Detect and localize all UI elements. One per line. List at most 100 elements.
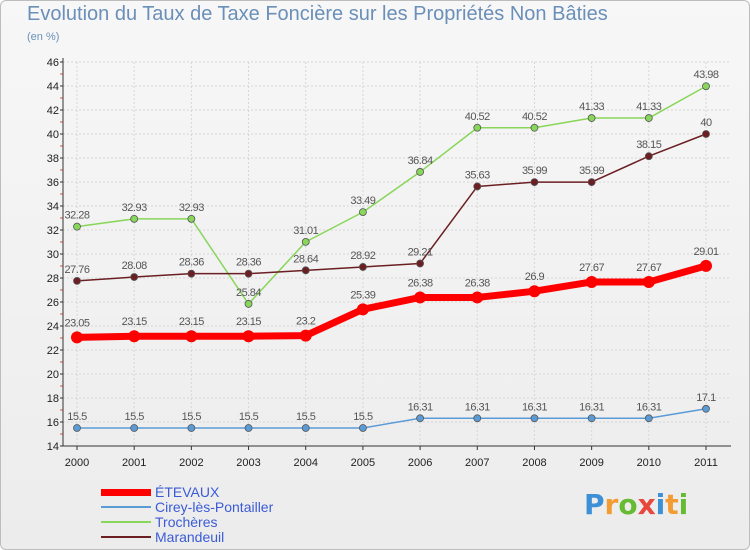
data-point	[187, 424, 196, 432]
data-label: 28.92	[350, 250, 375, 262]
data-label: 27.76	[64, 264, 89, 276]
chart-title: Evolution du Taux de Taxe Foncière sur l…	[27, 3, 608, 25]
data-point	[473, 123, 482, 132]
legend-item: Cirey-lès-Pontailler	[101, 500, 351, 515]
legend-item: ÉTEVAUX	[101, 485, 351, 500]
legend-swatch	[101, 489, 151, 496]
data-point	[644, 114, 653, 122]
data-label: 25.39	[350, 289, 375, 301]
data-point	[644, 414, 653, 423]
x-tick-label: 2007	[465, 457, 489, 469]
data-point	[416, 414, 424, 423]
legend-label: Trochères	[155, 514, 218, 530]
data-point	[301, 237, 310, 246]
data-label: 15.5	[182, 411, 202, 423]
data-point	[473, 182, 482, 191]
data-point	[73, 424, 81, 432]
x-tick-label: 2005	[351, 457, 375, 469]
x-tick-label: 2000	[65, 457, 89, 469]
x-axis-ticks: 2000 2001 2002 2003 2004 2005 2006 2007 2008 2009…	[65, 457, 718, 469]
series-line	[76, 262, 707, 341]
x-tick-label: 2011	[694, 457, 718, 469]
data-label: 28.36	[236, 257, 261, 269]
data-point	[702, 82, 710, 91]
data-label: 28.36	[179, 257, 204, 269]
data-point	[130, 273, 139, 281]
y-tick-label: 40	[47, 129, 59, 141]
data-point	[587, 114, 596, 122]
series-2	[73, 82, 710, 308]
y-tick-label: 36	[47, 177, 59, 189]
data-label: 36.84	[408, 155, 433, 167]
data-label: 32.28	[64, 210, 89, 222]
data-label: 28.64	[293, 253, 318, 265]
data-point	[244, 300, 253, 308]
data-point	[473, 414, 482, 423]
data-point	[130, 214, 139, 223]
data-label: 35.99	[522, 165, 547, 177]
data-label: 23.15	[236, 316, 261, 328]
series-3	[73, 130, 710, 285]
brand-logo: Proxiti	[584, 488, 688, 521]
x-tick-label: 2004	[293, 457, 317, 469]
data-point	[416, 259, 424, 268]
data-point	[530, 178, 539, 187]
data-point	[185, 330, 198, 343]
x-tick-label: 2010	[637, 457, 661, 469]
data-point	[356, 303, 369, 316]
x-tick-label: 2008	[522, 457, 546, 469]
data-point	[587, 414, 596, 423]
data-point	[242, 330, 255, 343]
y-axis-ticks: 14 16 18 20 22 24 26 28 30 32 34 36 38 40 42 44 46	[47, 57, 59, 453]
data-label: 23.15	[179, 316, 204, 328]
y-tick-label: 16	[47, 417, 59, 429]
legend-label: Cirey-lès-Pontailler	[155, 499, 274, 515]
data-point	[128, 330, 141, 343]
brand-letter: r	[604, 488, 619, 521]
data-label: 26.38	[465, 277, 490, 289]
data-point	[416, 168, 424, 176]
data-label: 32.93	[122, 202, 147, 214]
data-label: 15.5	[67, 411, 87, 423]
data-label: 40.52	[465, 111, 490, 123]
y-tick-label: 28	[47, 273, 59, 285]
data-point	[530, 123, 539, 132]
data-label: 31.01	[293, 225, 318, 237]
series-line	[77, 408, 707, 429]
series-line	[76, 133, 707, 282]
data-label: 29.21	[408, 246, 433, 258]
data-point	[587, 178, 596, 187]
data-label: 16.31	[522, 401, 547, 413]
data-point	[642, 275, 655, 288]
data-point	[528, 285, 541, 298]
brand-letter: P	[584, 488, 605, 521]
y-tick-label: 18	[47, 393, 59, 405]
data-label: 15.5	[124, 411, 144, 423]
data-label: 16.31	[636, 401, 661, 413]
legend-label: Marandeuil	[155, 529, 225, 545]
data-label: 26.38	[408, 277, 433, 289]
data-label: 16.31	[408, 401, 433, 413]
legend-swatch	[101, 521, 151, 523]
data-labels: 15.5 15.5 15.5 15.5 15.5 15.5 16.31 16.31 16.31 1…	[64, 69, 719, 423]
data-point	[301, 424, 310, 432]
series-layer	[71, 82, 712, 432]
y-tick-label: 20	[47, 369, 59, 381]
grid-lines	[63, 61, 731, 447]
y-tick-label: 30	[47, 249, 59, 261]
brand-letter: t	[665, 488, 679, 521]
data-label: 29.01	[693, 246, 718, 258]
data-label: 15.5	[353, 411, 373, 423]
data-point	[702, 130, 710, 138]
y-tick-label: 44	[47, 81, 59, 93]
data-label: 16.31	[579, 401, 604, 413]
data-label: 41.33	[636, 101, 661, 113]
y-tick-label: 22	[47, 345, 59, 357]
data-point	[187, 214, 196, 223]
data-label: 40	[700, 117, 712, 129]
data-label: 17.1	[696, 392, 716, 404]
data-point	[414, 291, 427, 304]
data-label: 38.15	[636, 139, 661, 151]
legend-swatch	[101, 536, 151, 538]
data-point	[301, 266, 310, 275]
